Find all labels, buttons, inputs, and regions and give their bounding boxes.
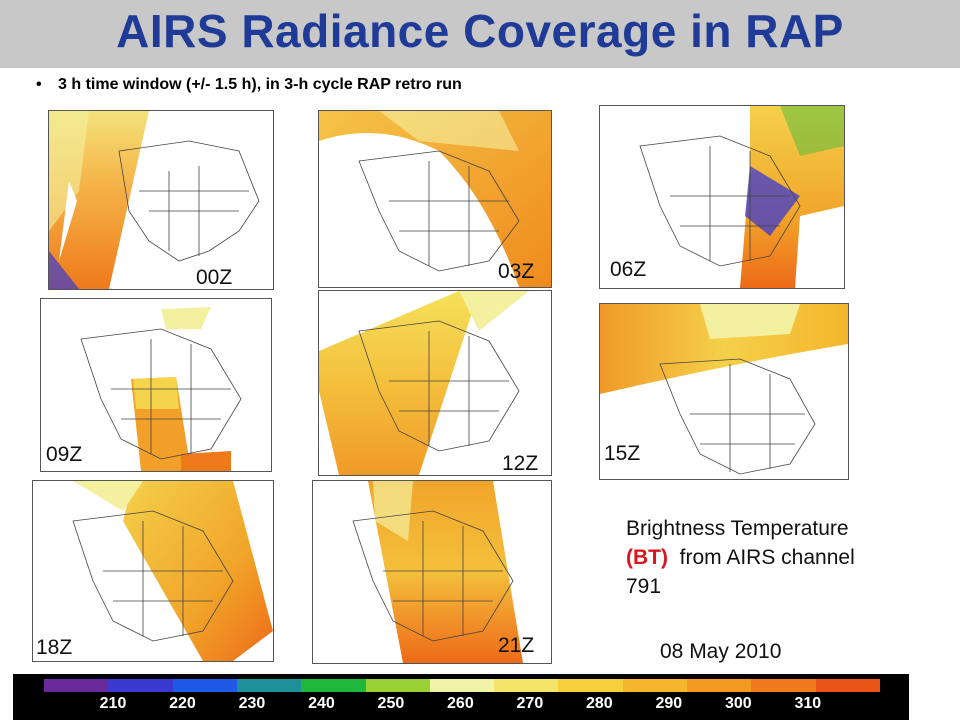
note-line-2-rest: from AIRS channel: [679, 546, 855, 569]
colorbar-segment: [494, 679, 559, 692]
coverage-map-18Z: [72, 481, 273, 661]
map-label-21Z: 21Z: [498, 634, 535, 657]
title-bar: [0, 0, 960, 68]
map-label-06Z: 06Z: [610, 258, 647, 281]
coverage-map-03Z: [319, 111, 551, 287]
map-03Z: [318, 110, 552, 288]
map-12Z: [318, 290, 552, 476]
note-line-2: (BT) from AIRS channel: [626, 543, 926, 572]
note-line-3: 791: [626, 575, 662, 598]
colorbar-segment: [558, 679, 624, 692]
bt-description: Brightness Temperature (BT) from AIRS ch…: [626, 514, 926, 601]
colorbar-tick-label: 290: [655, 695, 683, 712]
map-06Z: [599, 105, 845, 289]
map-label-15Z: 15Z: [604, 442, 641, 465]
map-15Z: [599, 303, 849, 480]
map-label-00Z: 00Z: [196, 266, 233, 289]
map-21Z: [312, 480, 552, 664]
colorbar-segment: [44, 679, 109, 692]
bullet-dot: •: [36, 76, 42, 93]
colorbar-tick-label: 270: [516, 695, 544, 712]
bullet-text: 3 h time window (+/- 1.5 h), in 3-h cycl…: [58, 76, 462, 93]
bullet-item: • 3 h time window (+/- 1.5 h), in 3-h cyc…: [36, 76, 462, 94]
page-title: AIRS Radiance Coverage in RAP: [116, 5, 844, 57]
map-label-03Z: 03Z: [498, 260, 535, 283]
map-label-18Z: 18Z: [36, 636, 73, 659]
colorbar-tick-label: 230: [238, 695, 266, 712]
colorbar-segment: [236, 679, 302, 692]
colorbar-segment: [301, 679, 367, 692]
colorbar-tick-label: 250: [377, 695, 405, 712]
note-line-1: Brightness Temperature: [626, 517, 849, 540]
coverage-map-00Z: [49, 111, 260, 289]
colorbar-segment: [172, 679, 238, 692]
coverage-map-15Z: [600, 304, 848, 475]
coverage-map-06Z: [639, 106, 844, 288]
colorbar-segment: [687, 679, 752, 692]
coverage-map-21Z: [352, 481, 523, 663]
colorbar-tick-label: 280: [586, 695, 613, 712]
colorbar-tick-label: 260: [447, 695, 474, 712]
colorbar-segment: [751, 679, 817, 692]
colorbar-tick-label: 310: [794, 695, 822, 712]
colorbar-tick-label: 240: [308, 695, 335, 712]
coverage-map-12Z: [319, 291, 529, 475]
map-18Z: [32, 480, 274, 662]
colorbar-segment: [108, 679, 174, 692]
colorbar-segment: [622, 679, 688, 692]
date-label: 08 May 2010: [660, 640, 782, 663]
map-label-12Z: 12Z: [502, 452, 539, 475]
colorbar-tick-label: 220: [169, 695, 196, 712]
map-label-09Z: 09Z: [46, 443, 83, 466]
map-09Z: [40, 298, 272, 472]
colorbar-tick-label: 210: [99, 695, 127, 712]
bt-abbrev: (BT): [626, 546, 668, 569]
colorbar-tick-label: 300: [724, 695, 752, 712]
colorbar-segment: [365, 679, 431, 692]
colorbar-segment: [815, 679, 881, 692]
map-00Z: [48, 110, 274, 290]
coverage-map-09Z: [80, 307, 242, 471]
colorbar-segment: [429, 679, 495, 692]
